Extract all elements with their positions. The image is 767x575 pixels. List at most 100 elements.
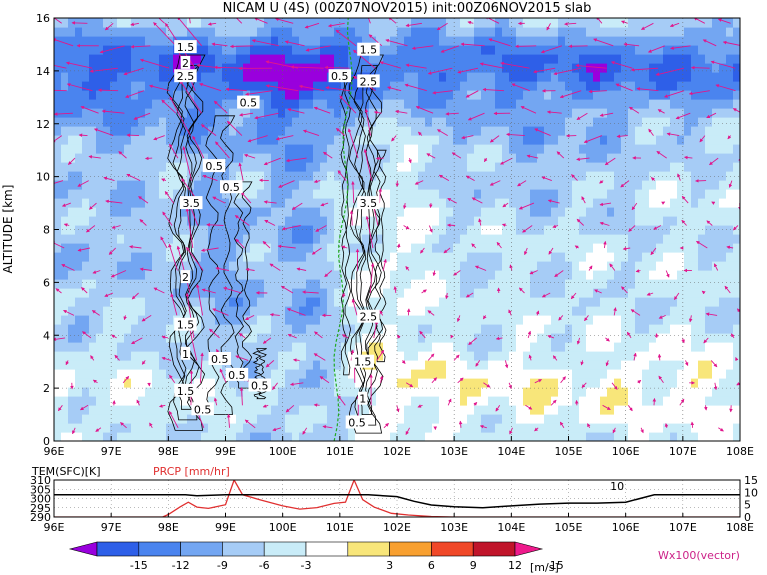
field-cell	[642, 180, 650, 190]
field-cell	[138, 162, 146, 172]
field-cell	[642, 405, 650, 415]
field-cell	[236, 216, 244, 226]
field-cell	[593, 144, 601, 154]
field-cell	[621, 432, 629, 441]
field-cell	[537, 81, 545, 91]
field-cell	[586, 297, 594, 307]
field-cell	[726, 135, 734, 145]
field-cell	[327, 351, 335, 361]
wind-vector	[153, 135, 165, 141]
field-cell	[628, 27, 636, 37]
field-cell	[208, 423, 216, 433]
field-cell	[299, 351, 307, 361]
field-cell	[285, 162, 293, 172]
wind-vector	[517, 180, 527, 187]
field-cell	[558, 180, 566, 190]
field-cell	[285, 270, 293, 280]
field-cell	[432, 234, 440, 244]
field-cell	[257, 162, 265, 172]
field-cell	[607, 207, 615, 217]
field-cell	[383, 18, 391, 28]
field-cell	[705, 306, 713, 316]
wind-vector	[404, 83, 427, 92]
field-cell	[61, 135, 69, 145]
field-cell	[103, 414, 111, 424]
field-cell	[432, 126, 440, 136]
field-cell	[537, 216, 545, 226]
field-cell	[586, 117, 594, 127]
field-cell	[341, 189, 349, 199]
field-cell	[131, 207, 139, 217]
field-cell	[544, 378, 552, 388]
wind-vector	[363, 148, 373, 181]
field-cell	[530, 63, 538, 73]
field-cell	[292, 414, 300, 424]
field-cell	[390, 360, 398, 370]
field-cell	[243, 45, 251, 55]
field-cell	[649, 261, 657, 271]
field-cell	[152, 423, 160, 433]
field-cell	[537, 117, 545, 127]
field-cell	[271, 180, 279, 190]
field-cell	[124, 198, 132, 208]
field-cell	[68, 117, 76, 127]
field-cell	[89, 297, 97, 307]
field-cell	[502, 135, 510, 145]
field-cell	[201, 387, 209, 397]
field-cell	[131, 432, 139, 441]
field-cell	[383, 207, 391, 217]
field-cell	[418, 216, 426, 226]
field-cell	[726, 297, 734, 307]
field-cell	[75, 90, 83, 100]
field-cell	[684, 261, 692, 271]
field-cell	[124, 315, 132, 325]
field-cell	[691, 405, 699, 415]
field-cell	[390, 27, 398, 37]
field-cell	[411, 207, 419, 217]
field-cell	[635, 135, 643, 145]
field-cell	[390, 216, 398, 226]
field-cell	[411, 333, 419, 343]
field-cell	[593, 306, 601, 316]
field-cell	[124, 135, 132, 145]
field-cell	[509, 234, 517, 244]
field-cell	[397, 306, 405, 316]
field-cell	[299, 405, 307, 415]
field-cell	[537, 414, 545, 424]
field-cell	[649, 54, 657, 64]
field-cell	[607, 72, 615, 82]
field-cell	[523, 261, 531, 271]
field-cell	[173, 90, 181, 100]
wind-vector	[379, 61, 402, 69]
field-cell	[159, 108, 167, 118]
field-cell	[614, 405, 622, 415]
field-cell	[544, 297, 552, 307]
field-cell	[96, 243, 104, 253]
field-cell	[397, 135, 405, 145]
field-cell	[180, 90, 188, 100]
field-cell	[642, 324, 650, 334]
field-cell	[117, 306, 125, 316]
field-cell	[201, 117, 209, 127]
field-cell	[572, 234, 580, 244]
field-cell	[159, 207, 167, 217]
field-cell	[453, 90, 461, 100]
field-cell	[215, 342, 223, 352]
wind-vector	[508, 309, 512, 316]
field-cell	[474, 387, 482, 397]
field-cell	[621, 270, 629, 280]
field-cell	[320, 189, 328, 199]
field-cell	[285, 153, 293, 163]
field-cell	[642, 333, 650, 343]
field-cell	[656, 198, 664, 208]
field-cell	[208, 396, 216, 406]
field-cell	[306, 207, 314, 217]
field-cell	[348, 396, 356, 406]
field-cell	[194, 45, 202, 55]
field-cell	[481, 387, 489, 397]
field-cell	[600, 90, 608, 100]
field-cell	[138, 72, 146, 82]
field-cell	[75, 252, 83, 262]
field-cell	[439, 207, 447, 217]
field-cell	[691, 189, 699, 199]
